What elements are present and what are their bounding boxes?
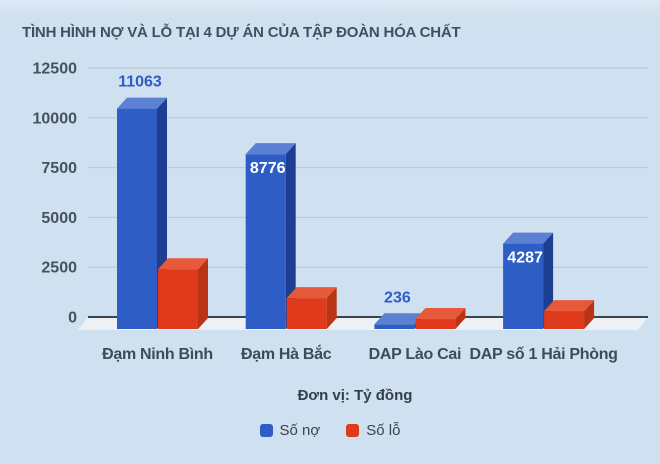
bar-so-no-1-side <box>285 143 296 329</box>
y-axis-label-5000: 5000 <box>41 210 77 227</box>
bar-so-no-2-front <box>374 324 415 329</box>
legend-label-so-lo: Số lỗ <box>366 422 401 439</box>
bar-so-lo-2-side <box>455 308 466 329</box>
bar-so-lo-1-side <box>326 287 337 329</box>
legend-swatch-so-lo <box>346 424 360 437</box>
bar-so-lo-2-front <box>415 319 456 329</box>
bar-so-lo-1-top <box>286 287 337 299</box>
bar-so-lo-1-front <box>286 298 327 329</box>
category-label-2: DAP Lào Cai <box>369 346 461 363</box>
category-label-1: Đạm Hà Bắc <box>241 344 332 363</box>
y-axis-label-10000: 10000 <box>33 110 78 127</box>
category-label-0: Đạm Ninh Bình <box>102 346 213 363</box>
value-label-so-no-3: 4287 <box>507 250 543 267</box>
value-label-so-no-1: 8776 <box>250 160 286 177</box>
value-label-so-no-2: 236 <box>384 289 411 306</box>
bar-so-lo-3-front <box>544 311 585 329</box>
legend: Số nợ Số lỗ <box>0 422 660 439</box>
bar-so-no-1-front <box>245 154 286 329</box>
value-label-so-no-0: 11063 <box>118 74 162 91</box>
bar-so-no-0-front <box>117 108 157 330</box>
bar-so-lo-3-side <box>584 300 595 329</box>
category-label-3: DAP số 1 Hải Phòng <box>470 346 618 363</box>
bar-so-lo-0-front <box>158 269 198 329</box>
bar-so-no-3-top <box>503 232 554 244</box>
bar-so-lo-2-top <box>415 308 466 320</box>
bar-so-lo-0-top <box>158 258 208 270</box>
legend-item-so-no: Số nợ <box>259 422 321 439</box>
y-axis-label-2500: 2500 <box>41 260 77 277</box>
y-axis-label-12500: 12500 <box>33 61 78 78</box>
legend-swatch-so-no <box>259 424 273 437</box>
unit-note: Đơn vị: Tỷ đồng <box>297 387 413 404</box>
bar-so-no-1-top <box>245 143 296 155</box>
legend-label-so-no: Số nợ <box>279 422 321 439</box>
bar-so-no-2-top <box>374 313 425 325</box>
bar-so-lo-3-top <box>544 300 595 312</box>
y-axis-label-7500: 7500 <box>41 160 77 177</box>
bar-so-no-3-front <box>503 243 544 329</box>
legend-item-so-lo: Số lỗ <box>346 422 400 439</box>
bar-so-lo-0-side <box>198 258 208 329</box>
bar-so-no-0-top <box>117 97 167 109</box>
y-axis-label-0: 0 <box>68 310 77 327</box>
chart-title: TÌNH HÌNH NỢ VÀ LỖ TẠI 4 DỰ ÁN CỦA TẬP Đ… <box>22 24 461 41</box>
